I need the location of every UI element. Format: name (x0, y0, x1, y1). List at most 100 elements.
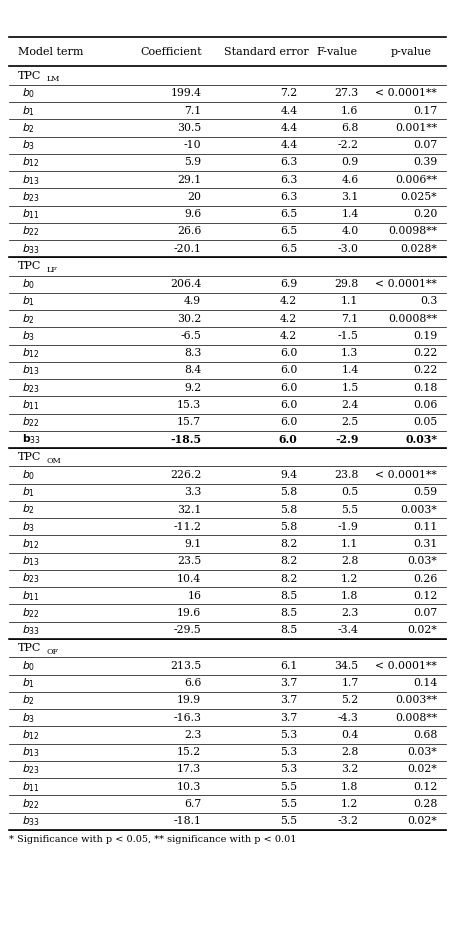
Text: 1.7: 1.7 (341, 678, 359, 688)
Text: 8.5: 8.5 (280, 625, 298, 635)
Text: 4.2: 4.2 (280, 296, 298, 307)
Text: 16: 16 (187, 591, 201, 600)
Text: 5.5: 5.5 (341, 504, 359, 515)
Text: 7.1: 7.1 (184, 105, 201, 116)
Text: 0.02*: 0.02* (407, 625, 437, 635)
Text: 6.0: 6.0 (280, 365, 298, 375)
Text: $b_{33}$: $b_{33}$ (22, 814, 40, 828)
Text: $b_{23}$: $b_{23}$ (22, 571, 40, 585)
Text: 10.4: 10.4 (177, 574, 201, 583)
Text: 29.1: 29.1 (177, 175, 201, 184)
Text: * Significance with p < 0.05, ** significance with p < 0.01: * Significance with p < 0.05, ** signifi… (9, 836, 297, 844)
Text: -18.5: -18.5 (170, 434, 201, 445)
Text: 1.5: 1.5 (341, 383, 359, 392)
Text: 6.0: 6.0 (280, 417, 298, 427)
Text: $b_{2}$: $b_{2}$ (22, 694, 35, 708)
Text: < 0.0001**: < 0.0001** (375, 661, 437, 671)
Text: 2.8: 2.8 (341, 556, 359, 566)
Text: $b_{13}$: $b_{13}$ (22, 745, 40, 759)
Text: 20: 20 (187, 192, 201, 202)
Text: 5.8: 5.8 (280, 487, 298, 497)
Text: 1.1: 1.1 (341, 539, 359, 549)
Text: 34.5: 34.5 (334, 661, 359, 671)
Text: 9.4: 9.4 (280, 470, 298, 480)
Text: 0.03*: 0.03* (405, 434, 437, 445)
Text: -4.3: -4.3 (338, 712, 359, 723)
Text: TPC: TPC (18, 71, 41, 81)
Text: 3.3: 3.3 (184, 487, 201, 497)
Text: 226.2: 226.2 (170, 470, 201, 480)
Text: LM: LM (46, 75, 60, 83)
Text: $b_{33}$: $b_{33}$ (22, 623, 40, 637)
Text: < 0.0001**: < 0.0001** (375, 279, 437, 289)
Text: -3.4: -3.4 (338, 625, 359, 635)
Text: 0.31: 0.31 (413, 539, 437, 549)
Text: $b_{13}$: $b_{13}$ (22, 173, 40, 186)
Text: 0.008**: 0.008** (395, 712, 437, 723)
Text: $b_{2}$: $b_{2}$ (22, 311, 35, 326)
Text: 7.1: 7.1 (341, 313, 359, 324)
Text: 26.6: 26.6 (177, 227, 201, 236)
Text: 4.2: 4.2 (280, 313, 298, 324)
Text: 15.7: 15.7 (177, 417, 201, 427)
Text: 27.3: 27.3 (334, 88, 359, 99)
Text: 5.8: 5.8 (280, 504, 298, 515)
Text: 1.2: 1.2 (341, 799, 359, 809)
Text: 6.3: 6.3 (280, 175, 298, 184)
Text: $b_{12}$: $b_{12}$ (22, 346, 40, 360)
Text: 8.3: 8.3 (184, 348, 201, 359)
Text: 0.003**: 0.003** (395, 695, 437, 706)
Text: 6.3: 6.3 (280, 157, 298, 167)
Text: 4.0: 4.0 (341, 227, 359, 236)
Text: 8.5: 8.5 (280, 608, 298, 618)
Text: 5.9: 5.9 (184, 157, 201, 167)
Text: -3.2: -3.2 (338, 816, 359, 826)
Text: 1.4: 1.4 (341, 209, 359, 219)
Text: 0.006**: 0.006** (395, 175, 437, 184)
Text: $b_{13}$: $b_{13}$ (22, 363, 40, 377)
Text: Standard error: Standard error (224, 47, 309, 56)
Text: 6.7: 6.7 (184, 799, 201, 809)
Text: 6.0: 6.0 (280, 348, 298, 359)
Text: 5.5: 5.5 (280, 782, 298, 791)
Text: 1.3: 1.3 (341, 348, 359, 359)
Text: 213.5: 213.5 (170, 661, 201, 671)
Text: 206.4: 206.4 (170, 279, 201, 289)
Text: 0.12: 0.12 (413, 591, 437, 600)
Text: 2.5: 2.5 (341, 417, 359, 427)
Text: $b_{23}$: $b_{23}$ (22, 762, 40, 776)
Text: 0.26: 0.26 (413, 574, 437, 583)
Text: $b_{1}$: $b_{1}$ (22, 104, 35, 118)
Text: 5.3: 5.3 (280, 747, 298, 758)
Text: 10.3: 10.3 (177, 782, 201, 791)
Text: $b_{12}$: $b_{12}$ (22, 537, 40, 550)
Text: $b_{11}$: $b_{11}$ (22, 780, 40, 793)
Text: 30.5: 30.5 (177, 123, 201, 133)
Text: 0.12: 0.12 (413, 782, 437, 791)
Text: 6.5: 6.5 (280, 244, 298, 254)
Text: 6.3: 6.3 (280, 192, 298, 202)
Text: 0.3: 0.3 (420, 296, 437, 307)
Text: 0.22: 0.22 (413, 348, 437, 359)
Text: 0.003*: 0.003* (400, 504, 437, 515)
Text: 19.9: 19.9 (177, 695, 201, 706)
Text: $b_{3}$: $b_{3}$ (22, 138, 35, 152)
Text: 5.5: 5.5 (280, 799, 298, 809)
Text: 17.3: 17.3 (177, 764, 201, 774)
Text: 0.22: 0.22 (413, 365, 437, 375)
Text: 3.1: 3.1 (341, 192, 359, 202)
Text: OF: OF (46, 647, 58, 656)
Text: $b_{22}$: $b_{22}$ (22, 797, 40, 811)
Text: 1.2: 1.2 (341, 574, 359, 583)
Text: 6.0: 6.0 (278, 434, 298, 445)
Text: 2.4: 2.4 (341, 400, 359, 410)
Text: 0.68: 0.68 (413, 730, 437, 740)
Text: -11.2: -11.2 (173, 522, 201, 532)
Text: 2.3: 2.3 (184, 730, 201, 740)
Text: OM: OM (46, 457, 61, 465)
Text: 3.7: 3.7 (280, 678, 298, 688)
Text: $b_{0}$: $b_{0}$ (22, 87, 35, 101)
Text: 6.0: 6.0 (280, 400, 298, 410)
Text: $b_{0}$: $b_{0}$ (22, 278, 35, 291)
Text: 4.4: 4.4 (280, 123, 298, 133)
